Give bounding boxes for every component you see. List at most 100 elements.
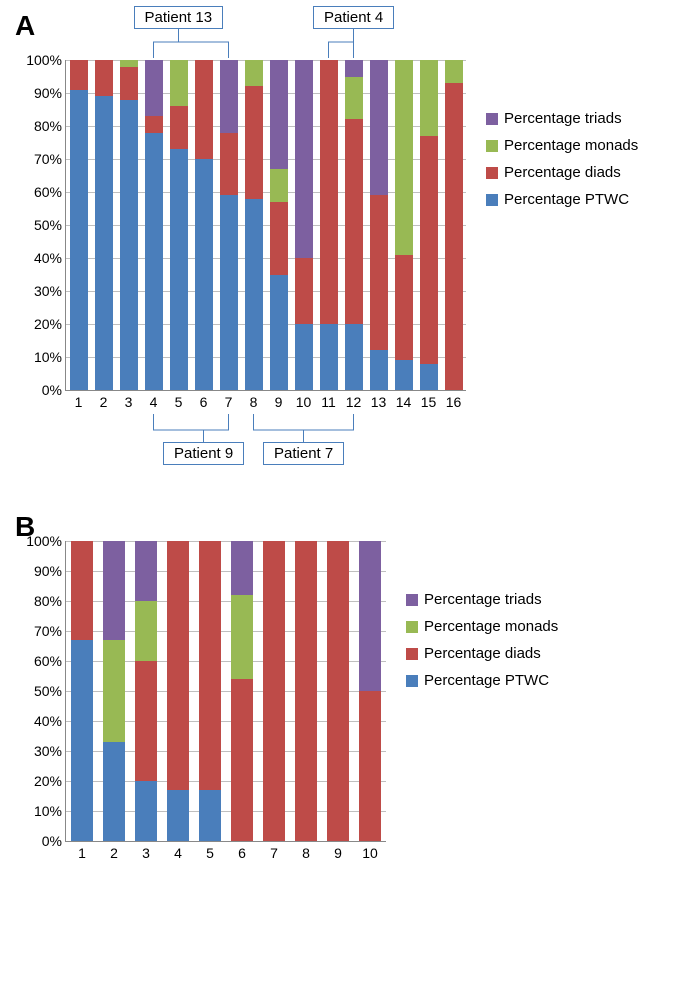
x-tick-label: 9 [322, 845, 354, 861]
legend-item-ptwc: Percentage PTWC [406, 672, 558, 689]
bar-2 [95, 60, 113, 390]
seg-ptwc [70, 90, 88, 390]
callout-bracket-bottom [66, 412, 466, 446]
y-tick-label: 10% [18, 349, 62, 365]
x-tick-label: 8 [241, 394, 266, 410]
seg-triads [370, 60, 388, 195]
bar-2 [103, 541, 125, 841]
bar-10 [359, 541, 381, 841]
seg-ptwc [195, 159, 213, 390]
seg-triads [220, 60, 238, 133]
chart-b-plot: 0%10%20%30%40%50%60%70%80%90%100%1234567… [65, 541, 386, 842]
legend-label-triads: Percentage triads [504, 110, 622, 127]
x-tick-label: 12 [341, 394, 366, 410]
x-tick-label: 13 [366, 394, 391, 410]
seg-diads [245, 86, 263, 198]
x-tick-label: 3 [116, 394, 141, 410]
x-tick-label: 2 [91, 394, 116, 410]
bar-8 [245, 60, 263, 390]
x-tick-label: 6 [191, 394, 216, 410]
seg-diads [135, 661, 157, 781]
seg-ptwc [170, 149, 188, 390]
seg-monads [270, 169, 288, 202]
seg-triads [359, 541, 381, 691]
panel-b: B 0%10%20%30%40%50%60%70%80%90%100%12345… [10, 511, 675, 872]
seg-diads [199, 541, 221, 790]
legend-swatch-ptwc [486, 194, 498, 206]
x-tick-label: 3 [130, 845, 162, 861]
legend-swatch-monads [486, 140, 498, 152]
legend-swatch-triads [486, 113, 498, 125]
seg-diads [295, 541, 317, 841]
bar-4 [145, 60, 163, 390]
seg-ptwc [95, 96, 113, 390]
seg-diads [95, 60, 113, 96]
bar-7 [220, 60, 238, 390]
bar-9 [270, 60, 288, 390]
y-tick-label: 40% [18, 250, 62, 266]
seg-diads [345, 119, 363, 324]
seg-triads [231, 541, 253, 595]
seg-monads [420, 60, 438, 136]
bar-16 [445, 60, 463, 390]
y-tick-label: 60% [18, 184, 62, 200]
x-tick-label: 7 [258, 845, 290, 861]
seg-monads [170, 60, 188, 106]
x-tick-label: 4 [141, 394, 166, 410]
callout-bracket-top [66, 28, 466, 60]
y-tick-label: 60% [18, 653, 62, 669]
legend-label-monads: Percentage monads [504, 137, 638, 154]
seg-ptwc [199, 790, 221, 841]
chart-a-container: 0%10%20%30%40%50%60%70%80%90%100%1234567… [65, 60, 466, 391]
seg-monads [395, 60, 413, 255]
y-tick-label: 50% [18, 217, 62, 233]
seg-monads [103, 640, 125, 742]
bar-11 [320, 60, 338, 390]
y-tick-label: 70% [18, 623, 62, 639]
x-tick-label: 16 [441, 394, 466, 410]
x-tick-label: 15 [416, 394, 441, 410]
seg-diads [295, 258, 313, 324]
seg-diads [220, 133, 238, 196]
y-tick-label: 40% [18, 713, 62, 729]
seg-ptwc [270, 275, 288, 391]
seg-triads [295, 60, 313, 258]
y-tick-label: 50% [18, 683, 62, 699]
bar-3 [120, 60, 138, 390]
panel-a: A 0%10%20%30%40%50%60%70%80%90%100%12345… [10, 10, 675, 471]
bar-12 [345, 60, 363, 390]
seg-diads [231, 679, 253, 841]
y-tick-label: 20% [18, 316, 62, 332]
x-tick-label: 9 [266, 394, 291, 410]
seg-triads [145, 60, 163, 116]
y-tick-label: 10% [18, 803, 62, 819]
legend-label-ptwc: Percentage PTWC [504, 191, 629, 208]
legend-item-triads: Percentage triads [486, 110, 638, 127]
seg-monads [245, 60, 263, 86]
bar-6 [195, 60, 213, 390]
y-tick-label: 70% [18, 151, 62, 167]
seg-monads [120, 60, 138, 67]
x-tick-label: 5 [166, 394, 191, 410]
seg-triads [345, 60, 363, 77]
seg-ptwc [245, 199, 263, 390]
seg-ptwc [120, 100, 138, 390]
x-tick-label: 5 [194, 845, 226, 861]
seg-triads [270, 60, 288, 169]
x-tick-label: 10 [354, 845, 386, 861]
legend-item-diads: Percentage diads [406, 645, 558, 662]
y-tick-label: 100% [18, 533, 62, 549]
seg-diads [359, 691, 381, 841]
bar-1 [71, 541, 93, 841]
seg-diads [395, 255, 413, 361]
legend-item-ptwc: Percentage PTWC [486, 191, 638, 208]
x-tick-label: 2 [98, 845, 130, 861]
y-tick-label: 90% [18, 85, 62, 101]
x-tick-label: 1 [66, 845, 98, 861]
seg-diads [70, 60, 88, 90]
chart-a-legend: Percentage triads Percentage monads Percen… [486, 100, 638, 218]
seg-ptwc [167, 790, 189, 841]
legend-label-ptwc: Percentage PTWC [424, 672, 549, 689]
seg-monads [135, 601, 157, 661]
bar-6 [231, 541, 253, 841]
